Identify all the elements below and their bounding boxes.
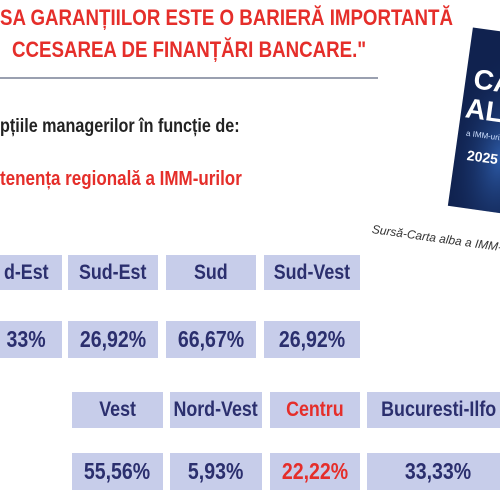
- region-value: 66,67%: [177, 326, 245, 352]
- region-value: 26,92%: [278, 326, 346, 352]
- intro-text: pțiile managerilor în funcție de:: [0, 116, 240, 137]
- divider: [0, 77, 378, 79]
- region-label-box: d-Est: [0, 255, 62, 290]
- region-label: d-Est: [3, 260, 49, 284]
- region-value: 5,93%: [188, 458, 244, 484]
- source-caption: Sursă-Carta alba a IMM-u: [371, 222, 500, 256]
- region-value-box: 26,92%: [264, 321, 360, 358]
- region-label: Sud-Vest: [273, 260, 351, 284]
- region-value-box: 55,56%: [72, 453, 163, 490]
- region-value: 26,92%: [79, 326, 147, 352]
- region-value-box: 22,22%: [270, 453, 360, 490]
- cover-title: CA: [472, 63, 500, 99]
- region-label: Sud-Est: [79, 260, 147, 284]
- region-value-box: 33,33%: [367, 453, 500, 490]
- region-label: Sud: [194, 260, 228, 284]
- region-value-box: 33%: [0, 321, 62, 358]
- region-label: Nord-Vest: [173, 398, 259, 421]
- region-value-box: 26,92%: [68, 321, 158, 358]
- title-line: CCESAREA DE FINANȚĂRI BANCARE.": [12, 37, 367, 62]
- region-label-box: Sud-Vest: [264, 255, 360, 290]
- region-value: 33,33%: [405, 458, 472, 484]
- cover-year: 2025: [466, 147, 499, 167]
- region-label-box: Bucuresti-Ilfo: [367, 392, 500, 428]
- region-value-box: 66,67%: [166, 321, 256, 358]
- region-label: Vest: [99, 398, 136, 421]
- cover-glow: [447, 27, 500, 219]
- region-label: Centru: [286, 398, 344, 421]
- region-label: Bucuresti-Ilfo: [380, 398, 497, 421]
- region-label-box: Sud-Est: [68, 255, 158, 290]
- cover-title: AL: [464, 92, 500, 128]
- region-value: 33%: [6, 326, 46, 352]
- region-value-box: 5,93%: [170, 453, 262, 490]
- region-label-box: Sud: [166, 255, 256, 290]
- region-label-box: Vest: [72, 392, 163, 428]
- title-line: SA GARANȚIILOR ESTE O BARIERĂ IMPORTANTĂ: [0, 5, 453, 30]
- region-value: 22,22%: [281, 458, 349, 484]
- book-cover: CA AL a IMM-urilor d 2025: [447, 27, 500, 219]
- subtitle: tenența regională a IMM-urilor: [0, 168, 242, 190]
- region-value: 55,56%: [84, 458, 151, 484]
- region-label-box: Nord-Vest: [170, 392, 262, 428]
- region-label-box: Centru: [270, 392, 360, 428]
